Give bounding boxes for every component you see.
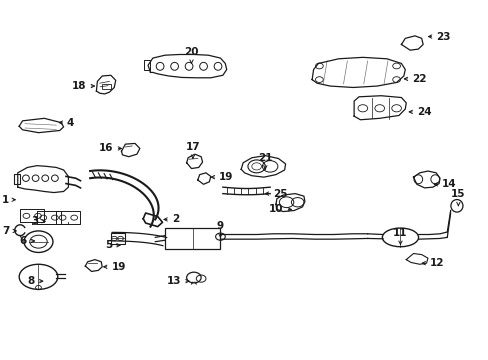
- Text: 4: 4: [67, 118, 74, 128]
- Text: 9: 9: [217, 221, 224, 231]
- Text: 2: 2: [171, 215, 179, 224]
- Text: 19: 19: [219, 172, 233, 182]
- Text: 10: 10: [268, 204, 283, 215]
- Bar: [102, 84, 111, 89]
- Text: 5: 5: [105, 240, 112, 250]
- Text: 12: 12: [429, 258, 444, 268]
- Text: 7: 7: [2, 226, 9, 236]
- Text: 20: 20: [184, 47, 198, 57]
- Text: 21: 21: [258, 153, 272, 163]
- Text: 8: 8: [28, 276, 35, 286]
- Text: 23: 23: [435, 32, 450, 41]
- Bar: [164, 228, 220, 249]
- Bar: [143, 59, 150, 70]
- Text: 17: 17: [185, 142, 200, 152]
- Text: 19: 19: [111, 262, 125, 272]
- Text: 24: 24: [416, 107, 430, 117]
- Text: 25: 25: [272, 189, 287, 199]
- Text: 3: 3: [31, 216, 39, 226]
- Text: 11: 11: [392, 228, 407, 238]
- Text: 13: 13: [166, 276, 181, 286]
- Bar: [14, 174, 20, 184]
- Bar: [111, 233, 125, 244]
- Text: 22: 22: [411, 74, 426, 84]
- Text: 15: 15: [450, 189, 465, 199]
- Text: 14: 14: [441, 179, 456, 189]
- Text: 18: 18: [72, 81, 86, 91]
- Text: 1: 1: [1, 195, 9, 205]
- Text: 6: 6: [20, 236, 27, 246]
- Text: 16: 16: [99, 143, 114, 153]
